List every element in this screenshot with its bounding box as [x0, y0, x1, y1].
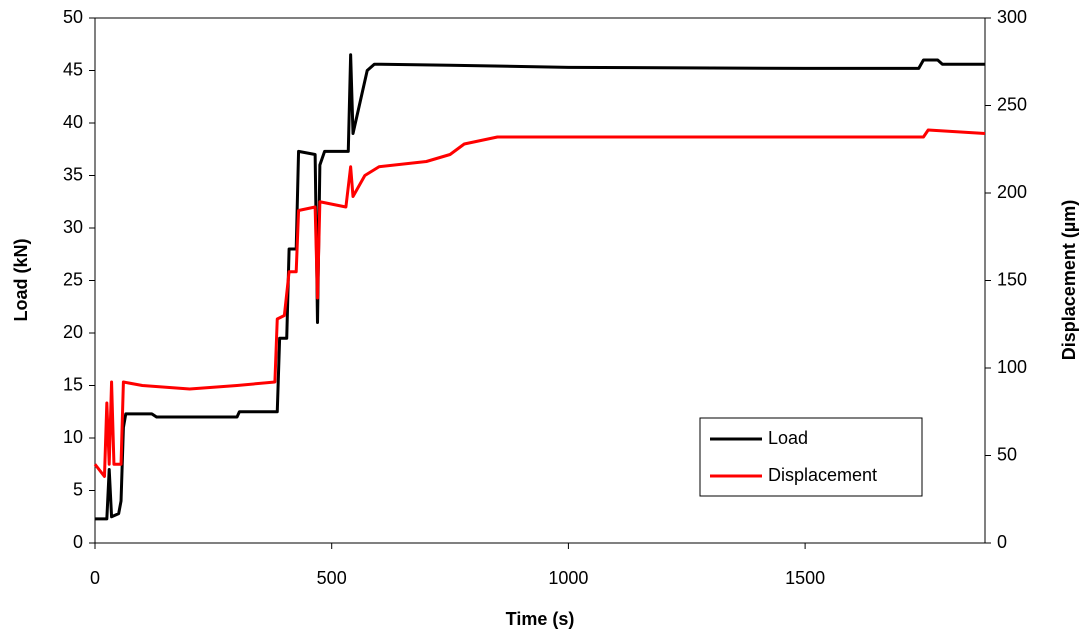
y2-tick-label: 0 [997, 532, 1007, 552]
legend-label: Displacement [768, 465, 877, 485]
y-tick-label: 25 [63, 269, 83, 289]
y-tick-label: 5 [73, 479, 83, 499]
y2-tick-label: 250 [997, 94, 1027, 114]
legend-box [699, 417, 923, 497]
x-axis-label: Time (s) [506, 609, 575, 629]
x-tick-label: 0 [90, 568, 100, 588]
y-tick-label: 30 [63, 217, 83, 237]
y-tick-label: 40 [63, 112, 83, 132]
y-tick-label: 20 [63, 322, 83, 342]
y-tick-label: 45 [63, 59, 83, 79]
y2-tick-label: 300 [997, 7, 1027, 27]
y2-tick-label: 200 [997, 182, 1027, 202]
y-tick-label: 0 [73, 532, 83, 552]
y-tick-label: 10 [63, 427, 83, 447]
y-tick-label: 50 [63, 7, 83, 27]
y2-tick-label: 50 [997, 444, 1017, 464]
x-tick-label: 1500 [785, 568, 825, 588]
x-tick-label: 500 [317, 568, 347, 588]
y-axis-label: Load (kN) [11, 238, 31, 321]
legend-label: Load [768, 428, 808, 448]
y-tick-label: 35 [63, 164, 83, 184]
y2-axis-label: Displacement (µm) [1059, 200, 1079, 360]
y-tick-label: 15 [63, 374, 83, 394]
series-line [93, 128, 986, 478]
y2-tick-label: 100 [997, 357, 1027, 377]
x-tick-label: 1000 [548, 568, 588, 588]
y2-tick-label: 150 [997, 269, 1027, 289]
